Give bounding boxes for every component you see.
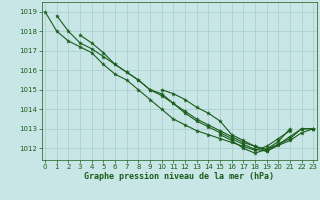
X-axis label: Graphe pression niveau de la mer (hPa): Graphe pression niveau de la mer (hPa) <box>84 172 274 181</box>
